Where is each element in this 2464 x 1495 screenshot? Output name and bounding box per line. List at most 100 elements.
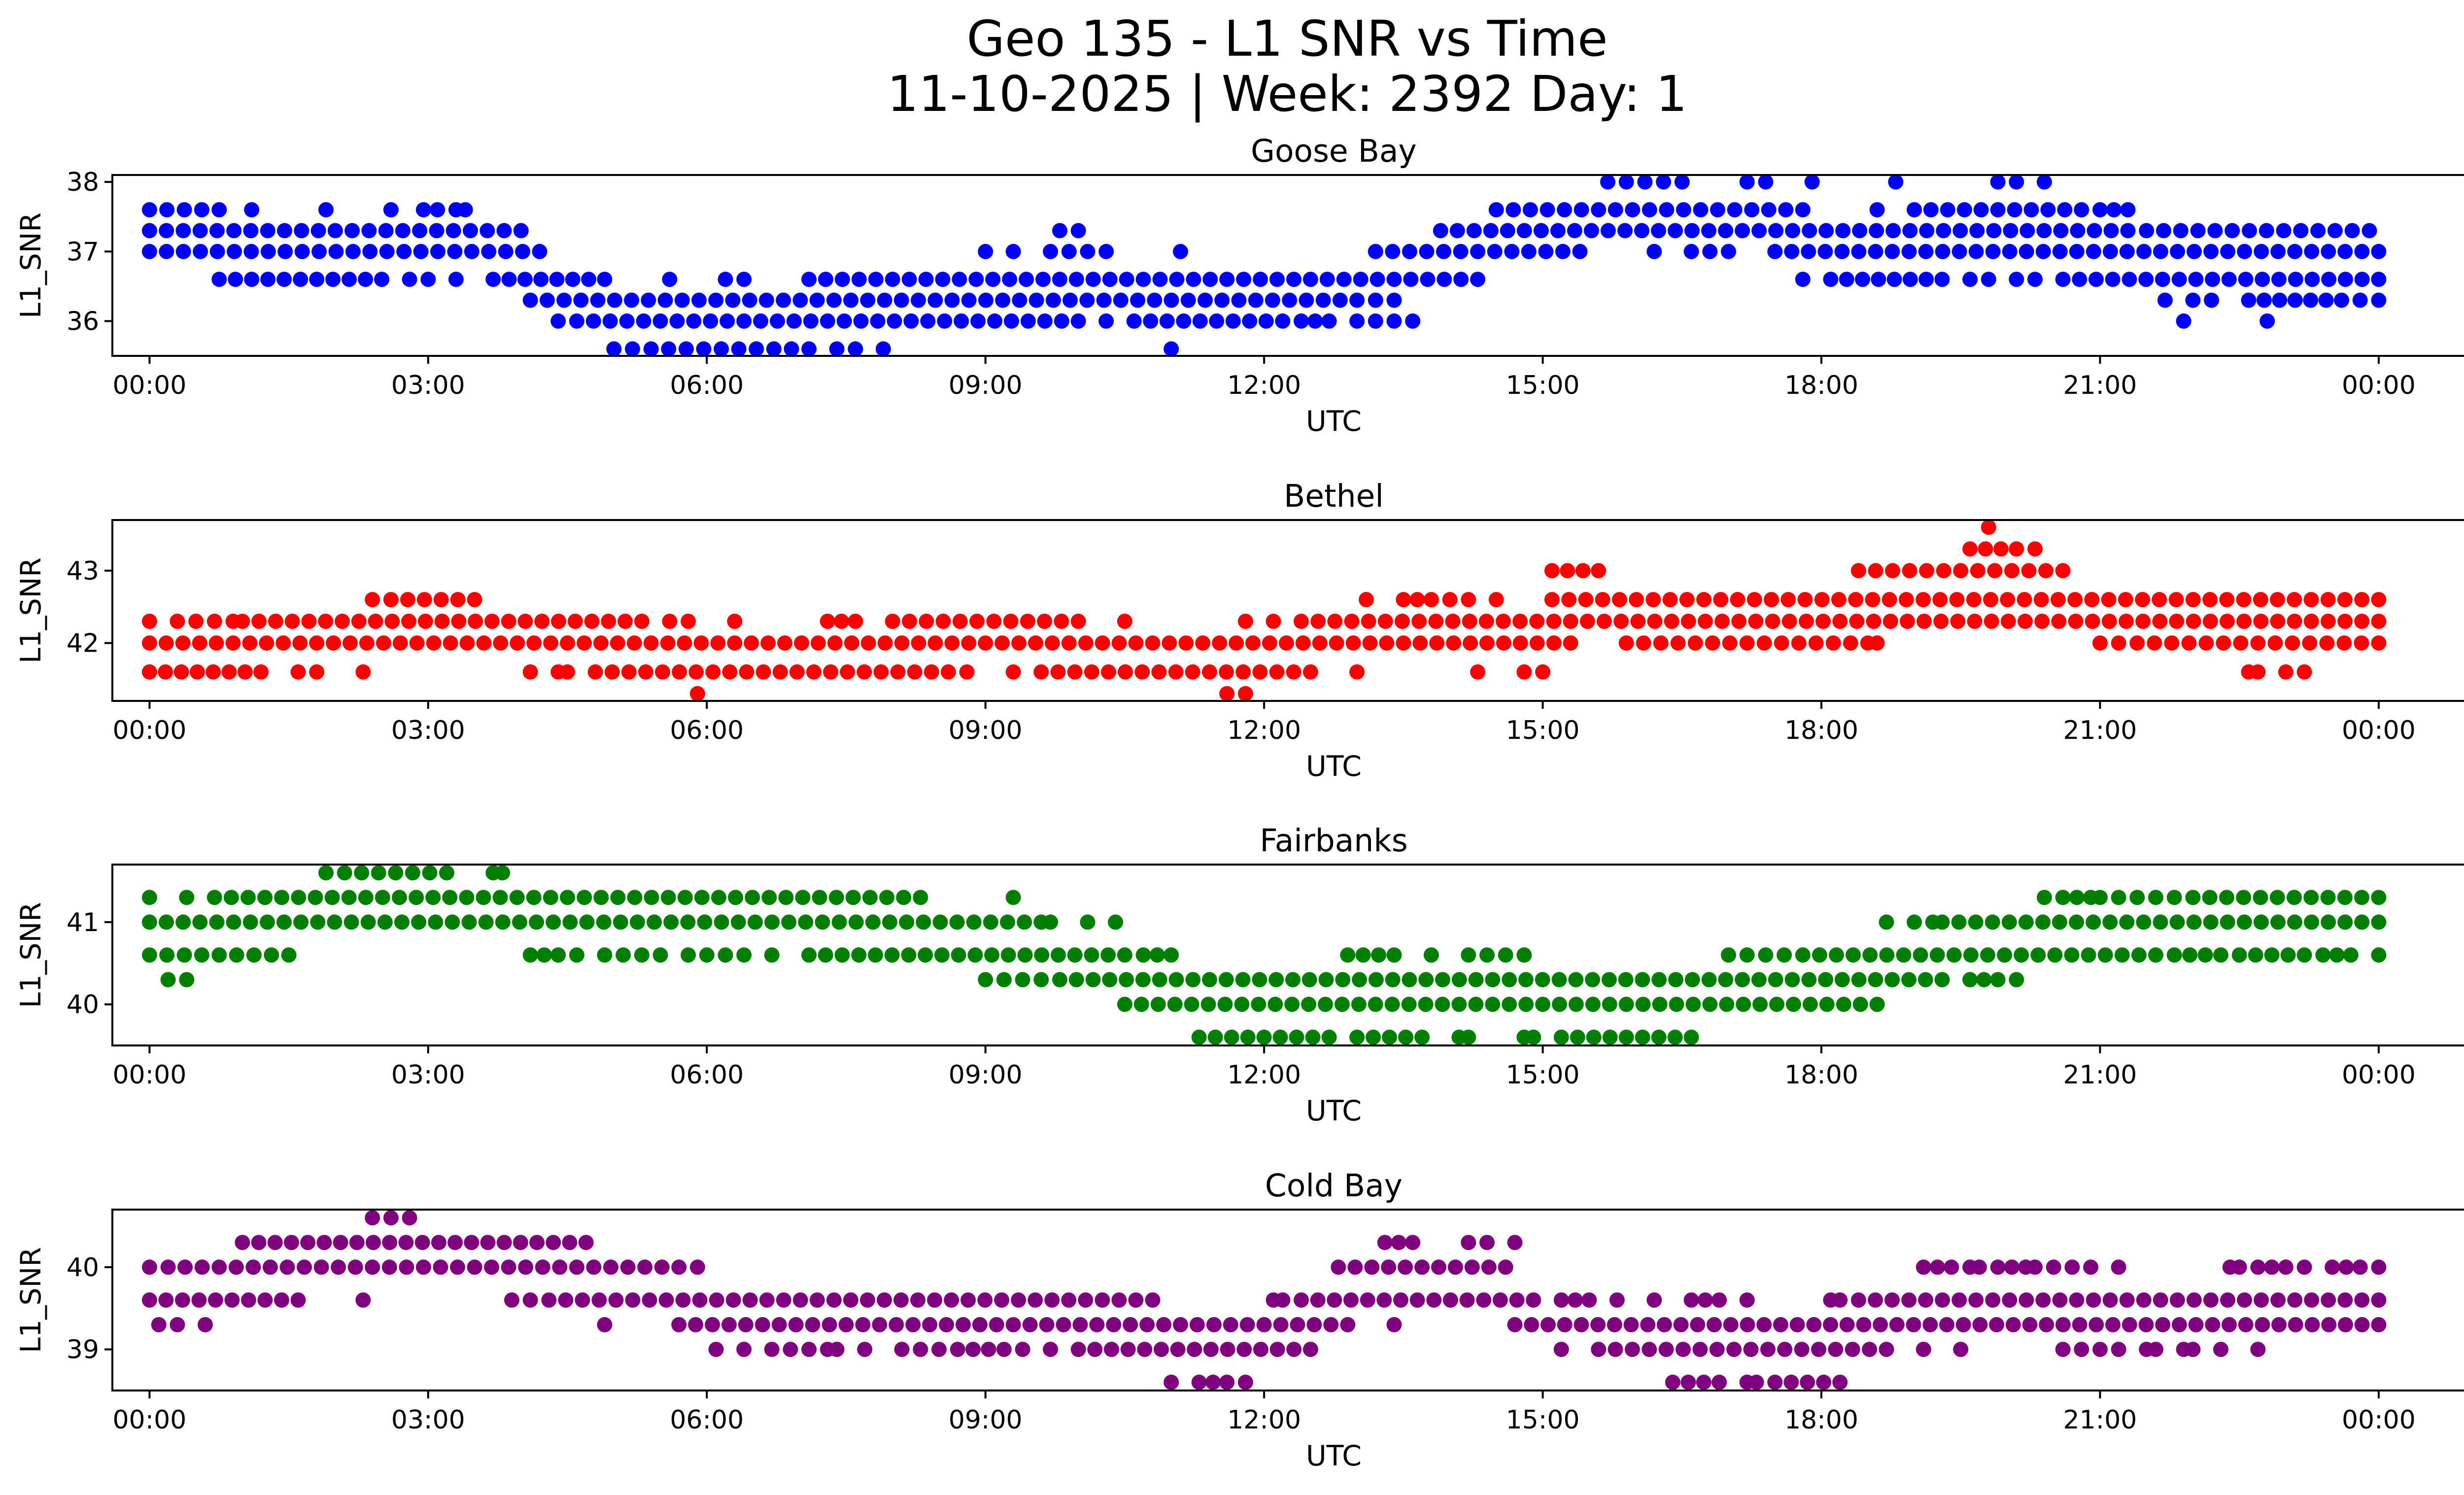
data-point	[681, 614, 696, 629]
data-point	[192, 914, 208, 930]
data-point	[777, 635, 793, 651]
data-point	[2018, 614, 2033, 629]
data-point	[1702, 997, 1718, 1012]
data-point	[1980, 947, 1995, 963]
data-point	[379, 243, 395, 259]
data-point	[1679, 592, 1695, 607]
data-point	[1168, 972, 1184, 987]
data-point	[967, 947, 983, 963]
data-point	[2092, 890, 2108, 905]
data-point	[1984, 614, 1999, 629]
data-point	[1705, 635, 1720, 651]
data-point	[1420, 272, 1436, 287]
data-point	[1431, 1259, 1446, 1275]
data-point	[1930, 1259, 1946, 1275]
data-point	[981, 1342, 996, 1357]
data-point	[1011, 1292, 1027, 1308]
data-point	[2169, 614, 2185, 629]
data-point	[1846, 947, 1861, 963]
data-point	[1811, 1342, 1826, 1357]
data-point	[1368, 243, 1383, 259]
data-point	[1701, 223, 1716, 239]
data-point	[608, 1292, 624, 1308]
data-point	[1299, 292, 1314, 308]
data-point	[1553, 1342, 1569, 1357]
data-point	[2152, 614, 2168, 629]
data-point	[677, 635, 692, 651]
data-point	[2236, 914, 2252, 930]
data-point	[1492, 1292, 1508, 1308]
data-point	[1285, 972, 1300, 987]
data-point	[1540, 202, 1555, 218]
data-point	[1640, 1317, 1656, 1332]
data-point	[1269, 1342, 1285, 1357]
data-point	[2069, 890, 2085, 905]
data-point	[513, 1235, 528, 1251]
data-point	[1868, 243, 1883, 259]
data-point	[2320, 614, 2336, 629]
data-point	[343, 914, 359, 930]
data-point	[414, 1235, 430, 1251]
data-point	[1384, 997, 1400, 1012]
data-point	[1613, 614, 1629, 629]
data-point	[1070, 1342, 1086, 1357]
data-point	[968, 272, 984, 287]
data-point	[396, 243, 412, 259]
data-point	[1237, 1374, 1253, 1390]
data-point	[1240, 1029, 1256, 1045]
data-point	[229, 947, 244, 963]
data-point	[840, 664, 856, 680]
data-point	[1052, 972, 1067, 987]
data-point	[1364, 1259, 1380, 1275]
data-point	[1862, 947, 1878, 963]
data-point	[1028, 292, 1044, 308]
data-point	[179, 972, 195, 987]
data-point	[1557, 1317, 1573, 1332]
data-point	[1680, 1374, 1696, 1390]
data-point	[176, 947, 192, 963]
data-point	[377, 914, 393, 930]
data-point	[652, 313, 668, 329]
data-point	[1839, 272, 1854, 287]
data-point	[342, 635, 358, 651]
data-point	[1200, 997, 1216, 1012]
data-point	[2321, 1292, 2336, 1308]
data-point	[513, 223, 529, 239]
data-point	[354, 865, 370, 881]
data-point	[439, 865, 454, 881]
data-point	[294, 223, 309, 239]
data-point	[1990, 972, 2006, 987]
data-point	[1835, 223, 1851, 239]
y-tick-label: 40	[67, 990, 99, 1020]
data-point	[1286, 1342, 1302, 1357]
data-point	[893, 1292, 909, 1308]
data-point	[944, 635, 960, 651]
y-tick-label: 36	[67, 307, 99, 336]
data-point	[1567, 223, 1582, 239]
data-point	[1769, 997, 1784, 1012]
data-point	[2074, 202, 2089, 218]
data-point	[1225, 313, 1241, 329]
data-point	[2278, 664, 2293, 680]
data-point	[2097, 947, 2113, 963]
data-point	[1429, 635, 1445, 651]
data-point	[949, 914, 965, 930]
x-tick-label: 18:00	[1784, 1405, 1858, 1435]
data-point	[978, 635, 993, 651]
data-point	[1939, 1317, 1954, 1332]
data-point	[2046, 1259, 2061, 1275]
data-point	[1783, 1374, 1799, 1390]
data-point	[1516, 947, 1532, 963]
data-point	[141, 914, 157, 930]
data-point	[2344, 223, 2360, 239]
data-point	[688, 1317, 704, 1332]
data-point	[1774, 635, 1789, 651]
data-point	[173, 664, 189, 680]
data-point	[2119, 243, 2135, 259]
data-point	[2186, 1292, 2202, 1308]
data-point	[1546, 635, 1562, 651]
data-point	[686, 313, 702, 329]
data-point	[1145, 635, 1161, 651]
data-point	[983, 914, 998, 930]
x-tick-label: 00:00	[112, 371, 186, 400]
